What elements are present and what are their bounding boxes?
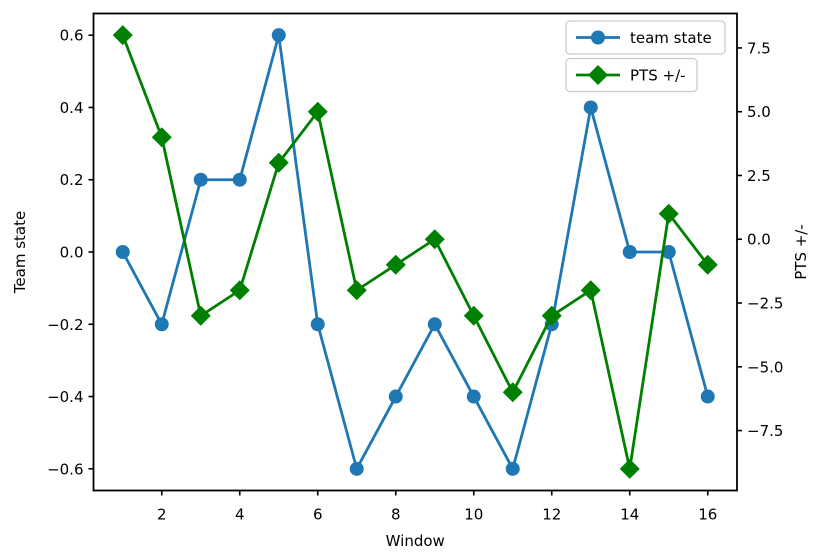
y-right-tick-label: −2.5 xyxy=(747,295,783,313)
data-point-diamond xyxy=(502,382,523,403)
y-right-tick-label: 0.0 xyxy=(747,231,771,249)
x-tick-label: 8 xyxy=(391,506,401,524)
x-axis-label: Window xyxy=(386,532,445,550)
y-left-axis-label: Team state xyxy=(11,211,29,294)
data-point-circle xyxy=(310,317,325,332)
y-left-tick-label: 0.6 xyxy=(60,27,84,45)
x-tick-label: 4 xyxy=(235,506,245,524)
data-point-circle xyxy=(271,28,286,43)
series-line xyxy=(121,33,710,471)
data-point-diamond xyxy=(190,305,211,326)
y-right-tick-label: −5.0 xyxy=(747,358,783,376)
legend-label: PTS +/- xyxy=(630,67,686,85)
legend-entry-pts-: PTS +/- xyxy=(565,57,698,93)
y-right-tick-label: 2.5 xyxy=(747,167,771,185)
data-point-diamond xyxy=(385,254,406,275)
data-point-circle xyxy=(193,172,208,187)
y-right-tick-label: 5.0 xyxy=(747,103,771,121)
series-team-state xyxy=(115,28,715,476)
data-point-circle xyxy=(700,389,715,404)
y-left-tick-label: 0.2 xyxy=(60,171,84,189)
data-point-diamond xyxy=(112,25,133,46)
x-tick-label: 12 xyxy=(542,506,561,524)
data-point-diamond xyxy=(346,280,367,301)
data-point-circle xyxy=(505,461,520,476)
data-point-diamond xyxy=(268,152,289,173)
y-left-tick-label: −0.2 xyxy=(47,316,83,334)
data-point-diamond xyxy=(229,280,250,301)
data-point-circle xyxy=(115,245,130,259)
data-point-diamond xyxy=(541,305,562,326)
y-left-tick-label: −0.4 xyxy=(47,388,83,406)
data-point-circle xyxy=(466,389,481,404)
x-tick-label: 14 xyxy=(620,506,639,524)
data-point-circle xyxy=(388,389,403,404)
y-right-tick-label: −7.5 xyxy=(747,422,783,440)
data-point-circle xyxy=(427,317,442,332)
x-tick-label: 2 xyxy=(157,506,167,524)
legend-box xyxy=(565,20,726,55)
data-point-circle xyxy=(661,245,676,259)
legend-circle-marker-icon xyxy=(591,30,605,45)
y-left-tick-label: 0.0 xyxy=(60,244,84,262)
data-point-diamond xyxy=(619,458,640,479)
data-point-diamond xyxy=(658,203,679,224)
data-point-diamond xyxy=(151,127,172,148)
y-left-tick-label: 0.4 xyxy=(60,99,84,117)
legend-diamond-marker-icon xyxy=(588,65,608,85)
data-point-diamond xyxy=(580,280,601,301)
data-point-diamond xyxy=(424,229,445,250)
legend-label: team state xyxy=(630,29,712,47)
y-left-tick-label: −0.6 xyxy=(47,460,83,478)
legend-entry-team-state: team state xyxy=(565,20,726,55)
y-right-axis-label: PTS +/- xyxy=(792,224,810,280)
data-point-circle xyxy=(154,317,169,332)
series-line xyxy=(121,33,710,471)
data-point-circle xyxy=(583,100,598,115)
x-tick-label: 10 xyxy=(464,506,483,524)
y-right-tick-label: 7.5 xyxy=(747,39,771,57)
data-point-circle xyxy=(232,172,247,187)
data-point-diamond xyxy=(307,101,328,122)
data-point-diamond xyxy=(463,305,484,326)
data-point-diamond xyxy=(697,254,718,275)
data-point-circle xyxy=(622,245,637,259)
x-tick-label: 6 xyxy=(313,506,323,524)
series-pts- xyxy=(112,25,718,479)
data-point-circle xyxy=(349,461,364,476)
x-tick-label: 16 xyxy=(698,506,717,524)
